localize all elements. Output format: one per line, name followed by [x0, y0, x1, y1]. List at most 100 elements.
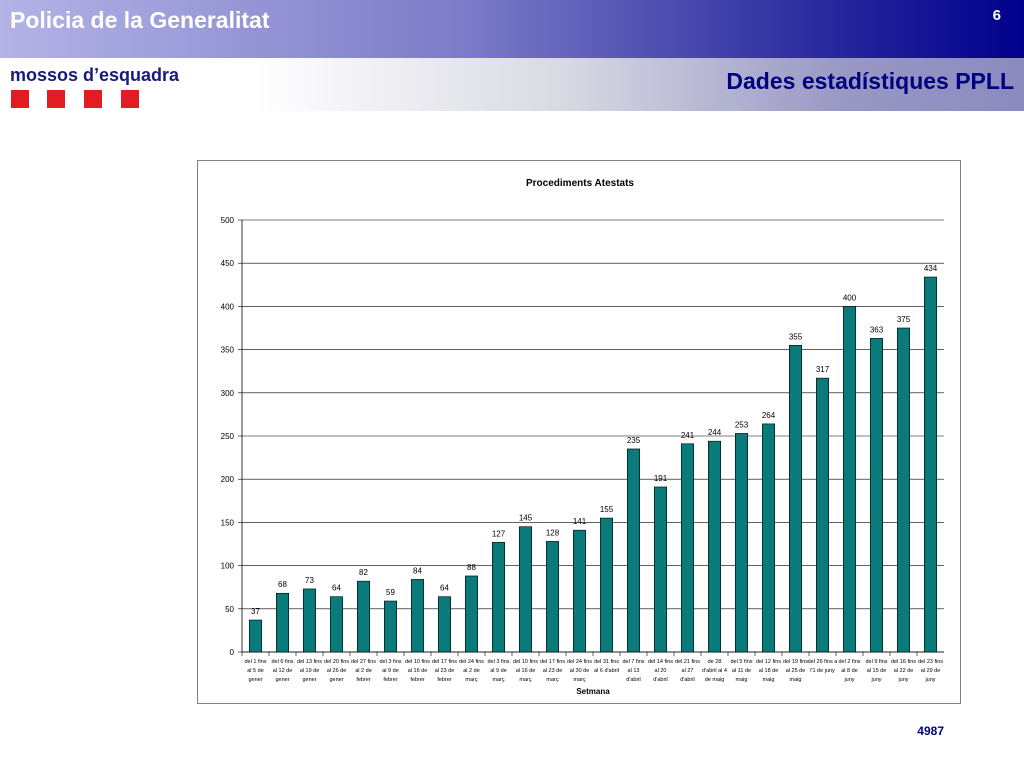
y-tick-label: 200: [221, 475, 235, 484]
data-label: 235: [627, 436, 641, 445]
chart-title: Procediments Atestats: [526, 178, 634, 189]
data-label: 84: [413, 566, 422, 575]
data-label: 434: [924, 264, 938, 273]
logo-square: [121, 90, 139, 108]
x-tick-label: de 28 d'abril al 4 de maig: [702, 659, 727, 683]
bar: [788, 344, 803, 653]
bar: [842, 306, 857, 653]
logo-square: [84, 90, 102, 108]
data-label: 141: [573, 517, 587, 526]
data-label: 155: [600, 505, 614, 514]
x-axis-title: Setmana: [576, 687, 610, 696]
bar: [896, 327, 911, 653]
data-label: 317: [816, 365, 830, 374]
footer-number: 4987: [917, 724, 944, 738]
data-label: 128: [546, 528, 560, 537]
x-tick-label: del 31 fins al 6 d'abril: [594, 659, 619, 674]
x-tick-label: del 14 fins al 20 d'abril: [648, 659, 673, 683]
bar: [599, 517, 614, 653]
x-tick-label: del 24 fins al 30 de març: [567, 659, 592, 683]
subheader-banner: [256, 58, 1024, 111]
bar: [329, 596, 344, 653]
x-tick-label: del 27 fins al 2 de febrer: [351, 659, 376, 683]
data-label: 64: [332, 584, 341, 593]
y-tick-label: 100: [221, 562, 235, 571]
data-label: 82: [359, 568, 368, 577]
bar: [410, 579, 425, 653]
x-tick-label: del 1 fins al 5 de gener: [244, 659, 266, 683]
bar: [464, 575, 479, 653]
page-subtitle: Dades estadístiques PPLL: [726, 68, 1014, 94]
data-label: 37: [251, 607, 260, 616]
data-label: 241: [681, 431, 695, 440]
data-label: 400: [843, 293, 857, 302]
x-tick-label: del 5 fins al 11 de maig: [730, 659, 752, 683]
bar: [572, 529, 587, 653]
x-tick-label: del 3 fins al 9 de març: [487, 659, 509, 683]
bar: [923, 276, 938, 653]
y-tick-label: 0: [230, 648, 235, 657]
data-label: 127: [492, 529, 506, 538]
x-tick-label: del 26 fins a l'1 de juny: [808, 659, 839, 674]
x-tick-label: del 16 fins al 22 de juny: [891, 659, 916, 683]
bar: [653, 486, 668, 653]
bar: [491, 541, 506, 653]
header-title: Policia de la Generalitat: [10, 7, 270, 33]
x-tick-label: del 2 fins al 8 de juny: [838, 659, 860, 683]
data-label: 64: [440, 584, 449, 593]
x-tick-label: del 7 fins al 13 d'abril: [622, 659, 644, 683]
x-tick-label: del 23 fins al 29 de juny: [918, 659, 943, 683]
data-label: 375: [897, 315, 911, 324]
chart-container: Procediments Atestats Setmana 0 50 100 150 2…: [197, 160, 961, 704]
y-tick-label: 450: [221, 259, 235, 268]
data-label: 145: [519, 514, 533, 523]
bar: [734, 433, 749, 653]
data-label: 59: [386, 588, 395, 597]
y-tick-label: 250: [221, 432, 235, 441]
bar: [545, 541, 560, 653]
x-tick-label: del 17 fins al 23 de març: [540, 659, 565, 683]
x-tick-label: del 21 fins al 27 d'abril: [675, 659, 700, 683]
bar: [275, 592, 290, 653]
logo-square: [11, 90, 29, 108]
bar: [356, 580, 371, 653]
data-label: 264: [762, 411, 776, 420]
bar: [383, 600, 398, 653]
x-tick-label: del 17 fins al 23 de febrer: [432, 659, 457, 683]
x-tick-label: del 9 fins al 15 de juny: [865, 659, 887, 683]
data-label: 191: [654, 474, 668, 483]
bar: [518, 526, 533, 653]
y-tick-label: 400: [221, 302, 235, 311]
x-tick-label: del 6 fins al 12 de gener: [271, 659, 293, 683]
page-number: 6: [992, 7, 1001, 24]
y-tick-label: 150: [221, 518, 235, 527]
bar: [680, 443, 695, 653]
bar: [437, 596, 452, 653]
y-tick-label: 50: [225, 605, 234, 614]
logo-square: [47, 90, 65, 108]
x-tick-label: del 24 fins al 2 de març: [459, 659, 484, 683]
y-tick-label: 500: [221, 216, 235, 225]
brand-name: mossos d’esquadra: [10, 65, 180, 85]
header-banner: [0, 0, 1024, 58]
x-tick-label: del 10 fins al 16 de febrer: [405, 659, 430, 683]
data-label: 363: [870, 325, 884, 334]
y-tick-label: 350: [221, 346, 235, 355]
data-label: 68: [278, 580, 287, 589]
bar-chart: Procediments Atestats Setmana 0 50 100 150 2…: [221, 178, 944, 696]
bar: [869, 338, 884, 653]
data-label: 355: [789, 332, 803, 341]
bar: [761, 423, 776, 653]
x-tick-label: del 20 fins al 26 de gener: [324, 659, 349, 683]
x-tick-label: del 10 fins al 16 de març: [513, 659, 538, 683]
data-label: 244: [708, 428, 722, 437]
bar: [626, 448, 641, 653]
bar: [248, 619, 263, 653]
x-tick-label: del 3 fins al 9 de febrer: [379, 659, 401, 683]
data-label: 253: [735, 420, 749, 429]
data-label: 73: [305, 576, 314, 585]
bar: [815, 377, 830, 653]
x-tick-label: del 19 fins al 25 de maig: [783, 659, 808, 683]
bar: [707, 440, 722, 653]
x-tick-label: del 12 fins al 18 de maig: [756, 659, 781, 683]
